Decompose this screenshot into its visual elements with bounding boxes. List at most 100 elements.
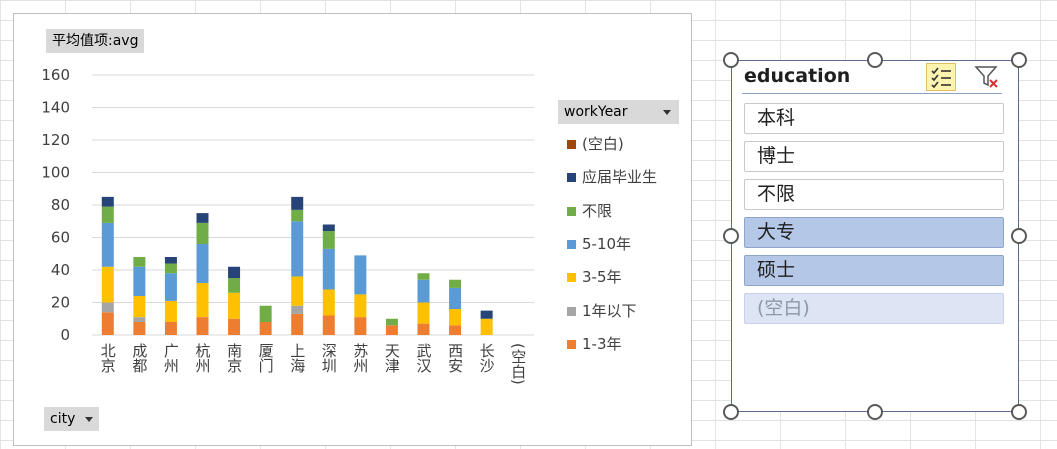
legend-label: (空白) [582,135,624,153]
bar-segment[interactable] [164,300,177,322]
multi-select-button[interactable] [926,63,956,91]
legend-item: 3-5年 [567,267,622,287]
bar-segment[interactable] [101,206,114,223]
bar-segment[interactable] [133,266,146,296]
bar-segment[interactable] [417,273,430,280]
bar-segment[interactable] [228,292,241,319]
bar-segment[interactable] [196,222,209,244]
bar-segment[interactable] [133,322,146,335]
bar-segment[interactable] [164,273,177,301]
resize-handle-top[interactable] [867,52,883,68]
slicer-item[interactable]: 博士 [744,141,1004,172]
bar-segment[interactable] [322,315,335,336]
legend-label: 1年以下 [582,301,637,320]
bar-segment[interactable] [449,309,462,326]
y-tick-label: 0 [60,326,70,344]
bar-segment[interactable] [354,294,367,318]
legend-item: 5-10年 [567,234,631,254]
x-tick-label: 上海 [288,343,306,373]
slicer-title: education [744,65,851,87]
resize-handle-left[interactable] [723,228,739,244]
x-tick-label: 苏州 [351,343,369,373]
x-tick-label: 武汉 [415,343,433,373]
bar-segment[interactable] [133,317,146,322]
bar-segment[interactable] [228,318,241,335]
bar-segment[interactable] [322,248,335,290]
bar-segment[interactable] [417,279,430,303]
y-tick-label: 140 [41,99,70,117]
bar-segment[interactable] [196,244,209,283]
slicer-item[interactable]: 大专 [744,217,1004,248]
resize-handle-bottom-right[interactable] [1011,404,1027,420]
bar-segment[interactable] [101,196,114,207]
bar-segment[interactable] [259,322,272,335]
legend-label: 3-5年 [582,268,622,287]
bar-segment[interactable] [480,310,493,319]
bar-segment[interactable] [259,305,272,322]
bar-segment[interactable] [291,209,304,222]
resize-handle-right[interactable] [1011,228,1027,244]
bar-segment[interactable] [354,317,367,335]
bar-segment[interactable] [196,317,209,335]
resize-handle-bottom-left[interactable] [723,404,739,420]
slicer-item[interactable]: 本科 [744,103,1004,134]
education-slicer[interactable]: education 本科博士不限大专硕士 (空白) [731,60,1019,412]
bar-segment[interactable] [417,323,430,335]
bar-segment[interactable] [196,213,209,223]
legend-label: 不限 [582,201,613,220]
slicer-item[interactable]: 硕士 [744,255,1004,286]
legend-swatch [567,206,576,216]
bar-segment[interactable] [101,302,114,313]
slicer-item[interactable]: 不限 [744,179,1004,210]
x-tick-label: (空白) [509,343,527,385]
bar-segment[interactable] [291,276,304,306]
bar-segment[interactable] [449,325,462,335]
bar-segment[interactable] [228,266,241,279]
bar-segment[interactable] [291,196,304,210]
bar-segment[interactable] [291,221,304,277]
filter-field-label: 平均值项:avg [52,33,139,49]
slicer-item[interactable]: (空白) [744,293,1004,324]
bar-segment[interactable] [385,318,398,326]
resize-handle-top-right[interactable] [1011,52,1027,68]
resize-handle-top-left[interactable] [723,52,739,68]
bar-segment[interactable] [480,318,493,335]
bar-segment[interactable] [164,257,177,264]
legend-swatch [567,339,576,349]
axis-field-button[interactable]: city [44,407,100,431]
bar-segment[interactable] [385,325,398,335]
bar-segment[interactable] [196,283,209,318]
bar-segment[interactable] [291,305,304,314]
bar-segment[interactable] [164,322,177,335]
bar-segment[interactable] [354,255,367,295]
clear-filter-icon [974,66,998,88]
filter-field-button[interactable]: 平均值项:avg [46,29,145,53]
y-tick-label: 20 [51,294,70,312]
pivot-chart[interactable]: 0 20 40 60 80 100 120 140 160 北京 成都 广州 杭州 南京 厦门 上海 深圳 苏州天… [13,13,692,446]
bar-segment[interactable] [449,287,462,309]
bar-segment[interactable] [322,224,335,232]
bar-segment[interactable] [449,279,462,288]
chart-plot-area: 0 20 40 60 80 100 120 140 160 北京 成都 广州 杭州 南京 厦门 上海 深圳 苏州天… [41,66,534,385]
bar-segment[interactable] [322,231,335,249]
legend-item: 1-3年 [567,334,622,354]
bar-segment[interactable] [228,278,241,293]
chevron-down-icon [663,110,671,115]
bar-segment[interactable] [133,296,146,318]
x-tick-label: 天津 [383,343,401,373]
bar-segment[interactable] [164,263,177,274]
clear-filter-button[interactable] [972,63,1002,91]
bar-segment[interactable] [133,257,146,267]
bar-segment[interactable] [101,312,114,335]
legend-field-button[interactable]: workYear [558,100,679,124]
bar-segment[interactable] [101,222,114,267]
y-tick-label: 100 [41,164,70,182]
x-tick-label: 长沙 [478,343,496,373]
bar-segment[interactable] [101,266,114,303]
resize-handle-bottom[interactable] [867,404,883,420]
bar-segment[interactable] [417,302,430,324]
legend-swatch [567,273,576,283]
x-tick-label: 北京 [99,343,117,374]
bar-segment[interactable] [291,313,304,335]
bar-segment[interactable] [322,289,335,316]
